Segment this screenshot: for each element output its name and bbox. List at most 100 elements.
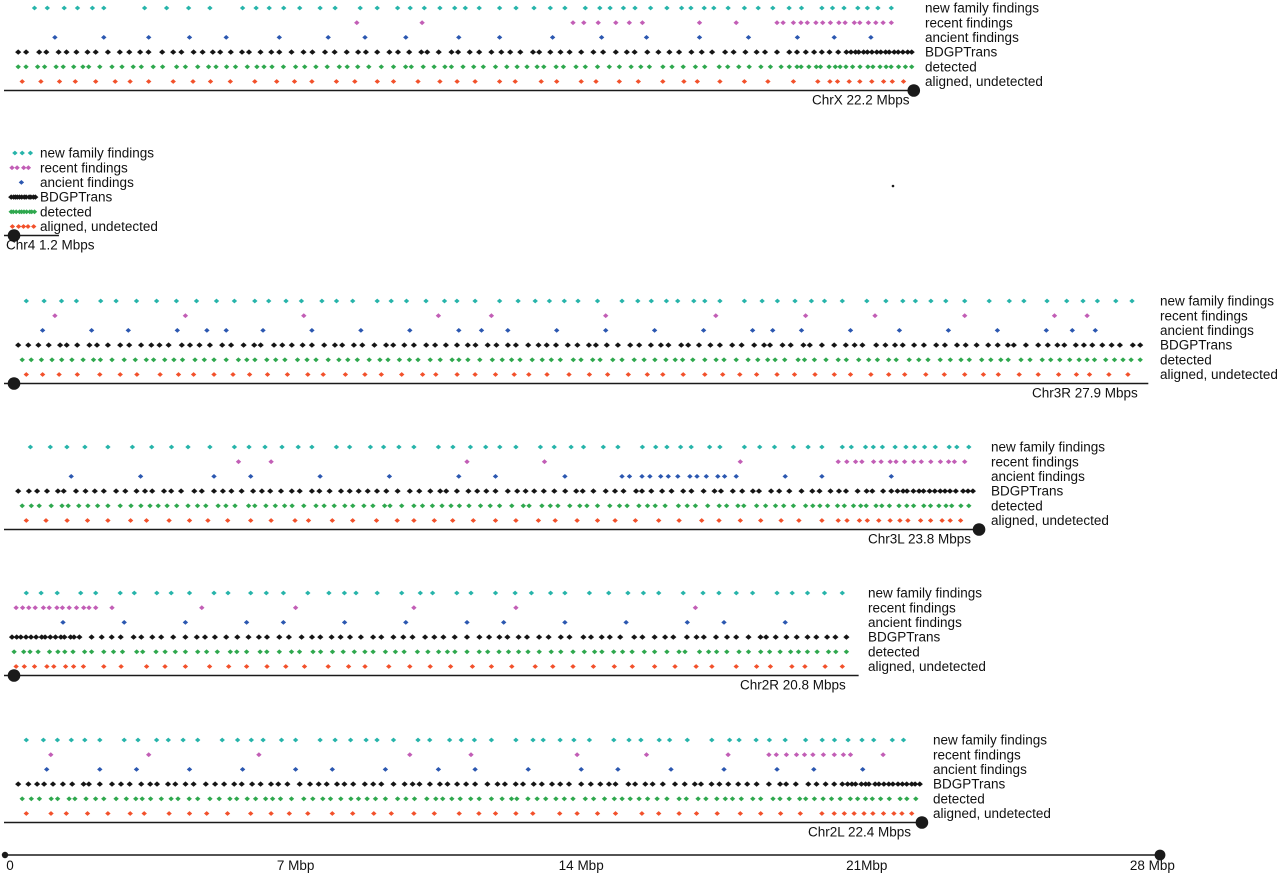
data-point bbox=[946, 444, 952, 450]
data-point bbox=[1129, 342, 1136, 348]
data-point bbox=[507, 49, 514, 55]
data-point bbox=[362, 49, 369, 55]
data-point bbox=[738, 342, 745, 348]
data-point bbox=[472, 767, 478, 772]
data-point bbox=[14, 165, 20, 171]
data-point bbox=[366, 64, 372, 70]
data-point bbox=[333, 781, 341, 787]
data-point bbox=[182, 64, 189, 70]
data-point bbox=[336, 64, 342, 70]
data-point bbox=[741, 5, 748, 11]
data-point bbox=[57, 634, 64, 640]
data-point bbox=[916, 781, 923, 787]
data-point bbox=[301, 664, 308, 669]
data-point bbox=[62, 649, 68, 655]
data-point bbox=[639, 20, 646, 26]
data-point bbox=[23, 209, 30, 215]
data-point bbox=[406, 49, 413, 55]
data-point bbox=[221, 781, 228, 787]
data-point bbox=[296, 649, 303, 655]
data-point bbox=[496, 298, 503, 304]
data-point bbox=[122, 488, 129, 494]
data-point bbox=[903, 781, 910, 787]
data-point bbox=[590, 357, 596, 363]
data-point bbox=[508, 357, 515, 363]
data-point bbox=[346, 488, 353, 494]
data-point bbox=[864, 49, 871, 55]
data-point bbox=[694, 79, 700, 84]
data-point bbox=[1055, 372, 1062, 377]
data-point bbox=[813, 64, 819, 70]
data-point bbox=[612, 781, 619, 787]
data-point bbox=[422, 634, 429, 640]
data-point bbox=[460, 64, 466, 70]
data-point bbox=[512, 342, 519, 348]
data-point bbox=[703, 474, 709, 479]
data-point bbox=[185, 5, 192, 11]
data-point bbox=[121, 737, 127, 743]
data-point bbox=[780, 20, 786, 26]
data-point bbox=[195, 64, 201, 70]
data-point bbox=[874, 357, 881, 363]
data-point bbox=[179, 357, 186, 363]
data-point bbox=[501, 620, 507, 625]
data-point bbox=[186, 796, 192, 802]
data-point bbox=[252, 357, 258, 363]
data-point bbox=[1111, 357, 1118, 363]
data-point bbox=[617, 634, 624, 640]
data-point bbox=[403, 620, 409, 625]
data-point bbox=[947, 357, 953, 363]
data-point bbox=[579, 488, 586, 494]
data-point bbox=[456, 328, 462, 333]
data-point bbox=[378, 634, 385, 640]
data-point bbox=[235, 459, 242, 465]
data-point bbox=[13, 605, 19, 611]
data-point bbox=[601, 796, 608, 802]
data-point bbox=[716, 590, 722, 596]
data-point bbox=[423, 342, 430, 348]
data-point bbox=[757, 444, 763, 450]
data-point bbox=[865, 20, 872, 26]
data-point bbox=[671, 781, 679, 787]
data-point bbox=[868, 35, 874, 40]
data-point bbox=[214, 649, 220, 655]
data-point bbox=[824, 503, 831, 509]
data-point bbox=[147, 781, 154, 787]
data-point bbox=[54, 737, 61, 743]
data-point bbox=[863, 503, 869, 509]
data-point bbox=[289, 503, 295, 509]
data-point bbox=[156, 342, 163, 348]
data-point bbox=[118, 664, 124, 669]
data-point bbox=[390, 79, 397, 84]
data-point bbox=[93, 342, 101, 348]
data-point bbox=[231, 444, 238, 450]
data-point bbox=[97, 767, 103, 772]
data-point bbox=[578, 767, 584, 772]
data-point bbox=[483, 444, 489, 450]
data-point bbox=[456, 503, 463, 509]
data-point bbox=[146, 79, 152, 84]
data-point bbox=[268, 49, 275, 55]
data-point bbox=[353, 590, 359, 596]
data-point bbox=[504, 64, 510, 70]
data-point bbox=[855, 49, 862, 55]
data-point bbox=[338, 796, 344, 802]
data-point bbox=[456, 811, 462, 816]
data-point bbox=[958, 357, 964, 363]
data-point bbox=[41, 64, 48, 70]
data-point bbox=[733, 20, 739, 26]
data-point bbox=[80, 64, 86, 70]
track-label: ancient findings bbox=[925, 30, 1019, 45]
data-point bbox=[603, 342, 610, 348]
track-label: ancient findings bbox=[40, 175, 134, 190]
data-point bbox=[43, 49, 50, 55]
data-point bbox=[827, 79, 833, 84]
data-point bbox=[178, 342, 185, 348]
data-point bbox=[927, 503, 934, 509]
data-point bbox=[223, 634, 230, 640]
data-point bbox=[792, 298, 798, 304]
data-point bbox=[819, 737, 825, 743]
data-point bbox=[284, 372, 291, 377]
